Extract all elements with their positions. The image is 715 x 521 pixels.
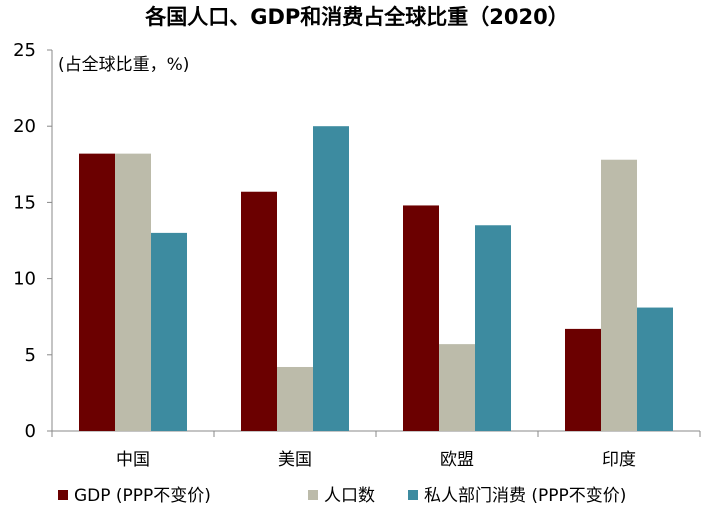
bar-4-1 [565, 328, 601, 431]
legend-swatch-2 [308, 490, 318, 500]
unit-label: (占全球比重，%) [58, 55, 189, 75]
bar-4-2 [601, 159, 637, 431]
category-label: 美国 [278, 450, 312, 470]
bar-2-1 [241, 191, 277, 431]
bar-3-1 [403, 205, 439, 431]
legend-label-3: 私人部门消费 (PPP不变价) [424, 486, 626, 506]
bars [79, 126, 673, 431]
y-tick-label: 5 [25, 345, 36, 366]
legend-swatch-3 [408, 490, 418, 500]
legend-label-1: GDP (PPP不变价) [74, 486, 211, 506]
category-label: 印度 [602, 450, 636, 470]
category-label: 中国 [116, 450, 150, 470]
y-tick-label: 10 [13, 269, 36, 290]
legend-label-2: 人口数 [324, 486, 375, 506]
chart-title: 各国人口、GDP和消费占全球比重（2020） [144, 5, 569, 29]
bar-2-3 [313, 126, 349, 431]
y-tick-label: 25 [13, 40, 36, 61]
bar-3-2 [439, 344, 475, 431]
bar-3-3 [475, 225, 511, 431]
bar-2-2 [277, 366, 313, 431]
y-tick-label: 0 [25, 421, 36, 442]
bar-1-3 [151, 232, 187, 431]
legend: GDP (PPP不变价) 人口数 私人部门消费 (PPP不变价) [58, 486, 626, 506]
y-tick-label: 20 [13, 116, 36, 137]
y-axis: 0 5 10 15 20 25 [13, 40, 53, 442]
y-tick-label: 15 [13, 192, 36, 213]
bar-1-1 [79, 153, 115, 431]
x-axis: 中国 美国 欧盟 印度 [51, 430, 701, 470]
legend-swatch-1 [58, 490, 68, 500]
bar-4-3 [637, 307, 673, 431]
bar-1-2 [115, 153, 151, 431]
category-label: 欧盟 [440, 450, 474, 470]
